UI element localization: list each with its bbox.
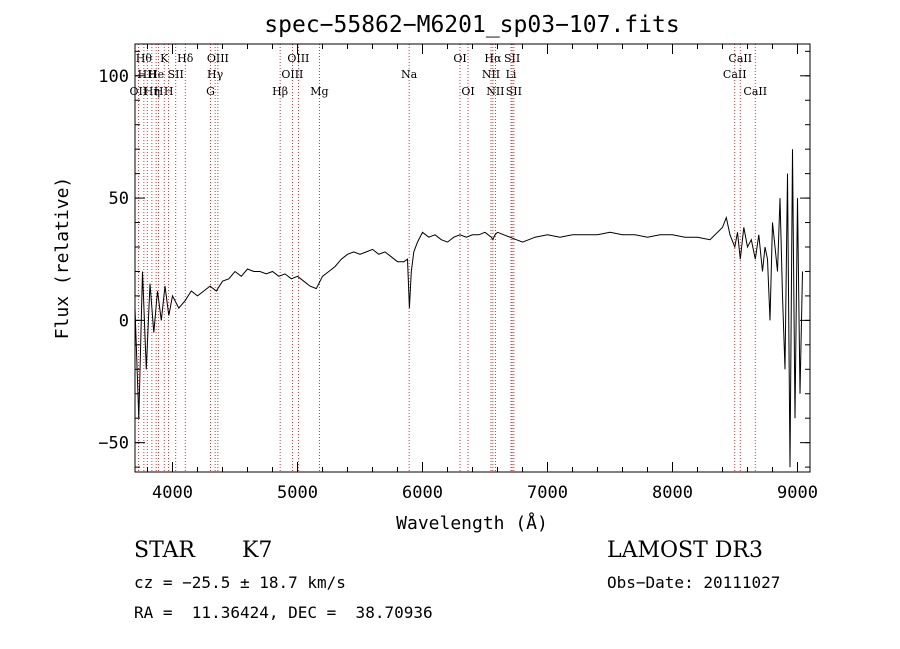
line-label: SII xyxy=(168,68,184,81)
line-label: SII xyxy=(504,52,520,65)
line-label: NII xyxy=(486,85,504,98)
y-tick-label: 0 xyxy=(119,311,129,331)
object-subclass: K7 xyxy=(242,538,273,563)
x-tick-label: 5000 xyxy=(277,483,318,503)
x-tick-label: 4000 xyxy=(152,483,193,503)
spectral-line-labels: OIIHθHHHηHeHKHSIIHδGHγOIIIHβOIIIOIIIMgNa… xyxy=(130,52,768,98)
survey-release: LAMOST DR3 xyxy=(607,538,763,563)
line-label: OI xyxy=(461,85,474,98)
line-label: Hδ xyxy=(177,52,194,65)
x-tick-label: 6000 xyxy=(402,483,443,503)
line-label: OI xyxy=(453,52,466,65)
chart-title: spec−55862−M6201_sp03−107.fits xyxy=(264,12,679,38)
line-label: G xyxy=(206,85,215,98)
line-label: Hγ xyxy=(207,68,224,81)
line-label: H xyxy=(164,85,174,98)
line-label: OIII xyxy=(207,52,229,65)
line-label: OIII xyxy=(281,68,303,81)
sky-coordinates: RA = 11.36424, DEC = 38.70936 xyxy=(134,603,433,622)
y-axis-label: Flux (relative) xyxy=(52,177,73,340)
line-label: CaII xyxy=(723,68,747,81)
redshift-value: cz = −25.5 ± 18.7 km/s xyxy=(134,573,346,592)
y-tick-label: 50 xyxy=(109,189,129,209)
line-label: Hη xyxy=(144,85,160,98)
line-label: SII xyxy=(506,85,522,98)
object-class: STAR xyxy=(134,538,195,563)
line-label: He xyxy=(148,68,164,81)
line-label: Li xyxy=(506,68,517,81)
y-axis: −50 0 50 100 xyxy=(98,50,810,468)
line-label: Hβ xyxy=(272,85,288,98)
plot-frame xyxy=(134,43,811,473)
x-axis: 4000 5000 6000 7000 8000 9000 xyxy=(147,44,818,503)
x-tick-label: 9000 xyxy=(777,483,818,503)
line-label: NII xyxy=(482,68,500,81)
line-label: CaII xyxy=(728,52,752,65)
line-label: OII xyxy=(130,85,148,98)
x-axis-label: Wavelength (Å) xyxy=(396,512,548,534)
line-label: K xyxy=(160,52,169,65)
x-tick-label: 8000 xyxy=(652,483,693,503)
line-label: Mg xyxy=(310,85,328,98)
line-label: OIII xyxy=(287,52,309,65)
flux-series-line xyxy=(134,149,803,468)
spectral-line-markers xyxy=(137,44,756,472)
line-label: CaII xyxy=(743,85,767,98)
line-label: H xyxy=(154,85,164,98)
line-label: Hα xyxy=(484,52,502,65)
line-label: Na xyxy=(401,68,418,81)
observation-date: Obs−Date: 20111027 xyxy=(607,573,781,592)
y-tick-label: 100 xyxy=(98,67,129,87)
y-tick-label: −50 xyxy=(98,434,129,454)
x-tick-label: 7000 xyxy=(527,483,568,503)
line-label: HH xyxy=(138,68,157,81)
line-label: Hθ xyxy=(136,52,153,65)
